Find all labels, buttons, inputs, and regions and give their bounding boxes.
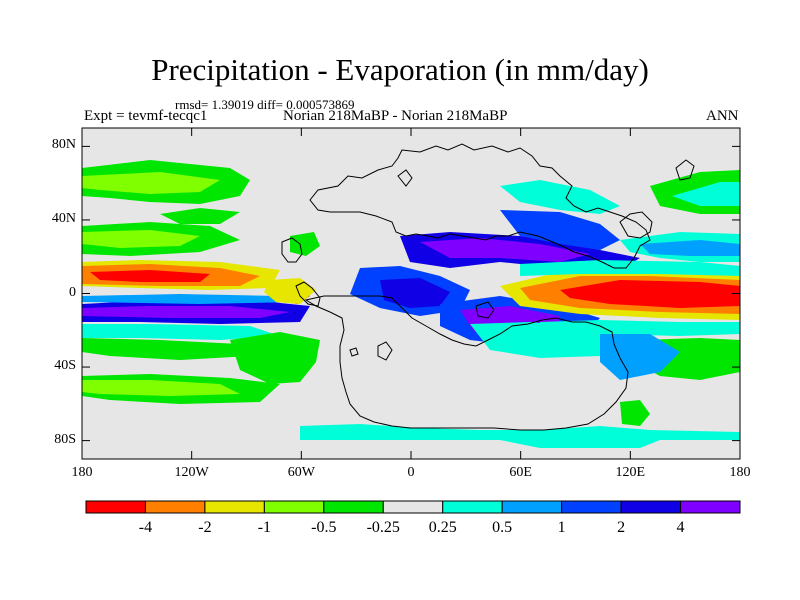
field-spac-purple (82, 306, 290, 318)
colorbar-swatch (204, 500, 265, 514)
colorbar-swatch (680, 500, 741, 514)
coastline-ne-arc (619, 211, 653, 239)
colorbar-label: 0.25 (428, 519, 457, 536)
season-label: ANN (706, 108, 739, 124)
coastline-south-island-a (377, 341, 393, 361)
runs-label: Norian 218MaBP - Norian 218MaBP (283, 108, 508, 124)
field-w-yellow-patch (264, 278, 316, 304)
field-nasia-cyan (500, 180, 620, 214)
colorbar-swatch (561, 500, 622, 514)
coastline-west-island (281, 237, 303, 263)
colorbar-label: -0.25 (366, 519, 400, 536)
field-npac-lightgreen (82, 172, 220, 194)
field-s-cyan-strip-2 (500, 438, 660, 448)
y-tick-label: 80S (54, 431, 76, 447)
chart-title: Precipitation - Evaporation (in mm/day) (151, 52, 649, 87)
field-s-green-patch (620, 400, 650, 426)
colorbar-swatch (501, 500, 563, 514)
colorbar-label: 2 (617, 519, 626, 536)
colorbar (85, 500, 741, 514)
colorbar-label: 1 (557, 519, 566, 536)
colorbar-swatch (620, 500, 682, 514)
experiment-label: Expt = tevmf-tecqc1 (84, 108, 208, 124)
coastlines (281, 143, 695, 431)
field-east-cyan-n (520, 260, 740, 276)
field-tethys-north-purple (420, 238, 590, 262)
coastline-pangaea-south (304, 295, 629, 431)
field-itcz-red (90, 270, 210, 282)
field-east-red (560, 280, 740, 308)
field-subtrop-lightgreen (82, 230, 200, 248)
field-spac-lightblue (82, 294, 300, 304)
field-tethys-west-navy (380, 278, 450, 308)
field-spac-cyan (82, 324, 280, 340)
colorbar-label: 0.5 (492, 519, 513, 536)
y-tick-label: 0 (69, 284, 76, 300)
colorbar-label: -2 (198, 519, 212, 536)
field-ne-blue-2 (640, 240, 740, 256)
field-east-cyan-s (540, 320, 740, 336)
coastline-south-island-b (349, 347, 359, 357)
field-sw-green (230, 332, 320, 384)
field-pac-green-small (160, 208, 240, 224)
x-tick-label: 120E (615, 465, 646, 480)
colorbar-swatch (442, 500, 503, 514)
field-w-green-patch (290, 232, 320, 256)
colorbar-label: 4 (676, 519, 685, 536)
x-tick-label: 180 (729, 465, 751, 480)
x-tick-label: 60E (509, 465, 532, 480)
colorbar-swatch (144, 500, 206, 514)
colorbar-swatch (263, 500, 325, 514)
y-tick-label: 40S (54, 358, 76, 374)
field-socean-lightgreen (82, 380, 240, 396)
field-tethys-ne-blue (500, 210, 620, 250)
precip-evap-field (82, 160, 740, 448)
colorbar-swatch (382, 500, 444, 514)
coastline-tethys-island (475, 301, 495, 319)
colorbar-label: -1 (257, 519, 272, 536)
coastline-arc-island (295, 281, 321, 307)
coastline-pangaea-north (309, 143, 651, 269)
coastline-north-island (397, 169, 413, 187)
axis-ticks (81, 128, 741, 459)
colorbar-swatch (323, 500, 384, 514)
x-tick-label: 60W (287, 465, 315, 480)
x-tick-label: 120W (174, 465, 209, 480)
colorbar-swatch (85, 500, 146, 514)
colorbar-label: -0.5 (311, 519, 337, 536)
field-ne-cyan (672, 182, 740, 206)
y-tick-label: 80N (51, 137, 76, 153)
x-tick-label: 180 (71, 465, 93, 480)
field-se-blue (600, 334, 680, 380)
colorbar-label: -4 (138, 519, 153, 536)
stats-line: rmsd= 1.39019 diff= 0.000573869 (175, 97, 355, 112)
x-tick-label: 0 (407, 465, 415, 480)
coastline-far-ne (675, 159, 695, 181)
y-tick-label: 40N (51, 210, 76, 226)
field-spac-green (82, 338, 250, 360)
